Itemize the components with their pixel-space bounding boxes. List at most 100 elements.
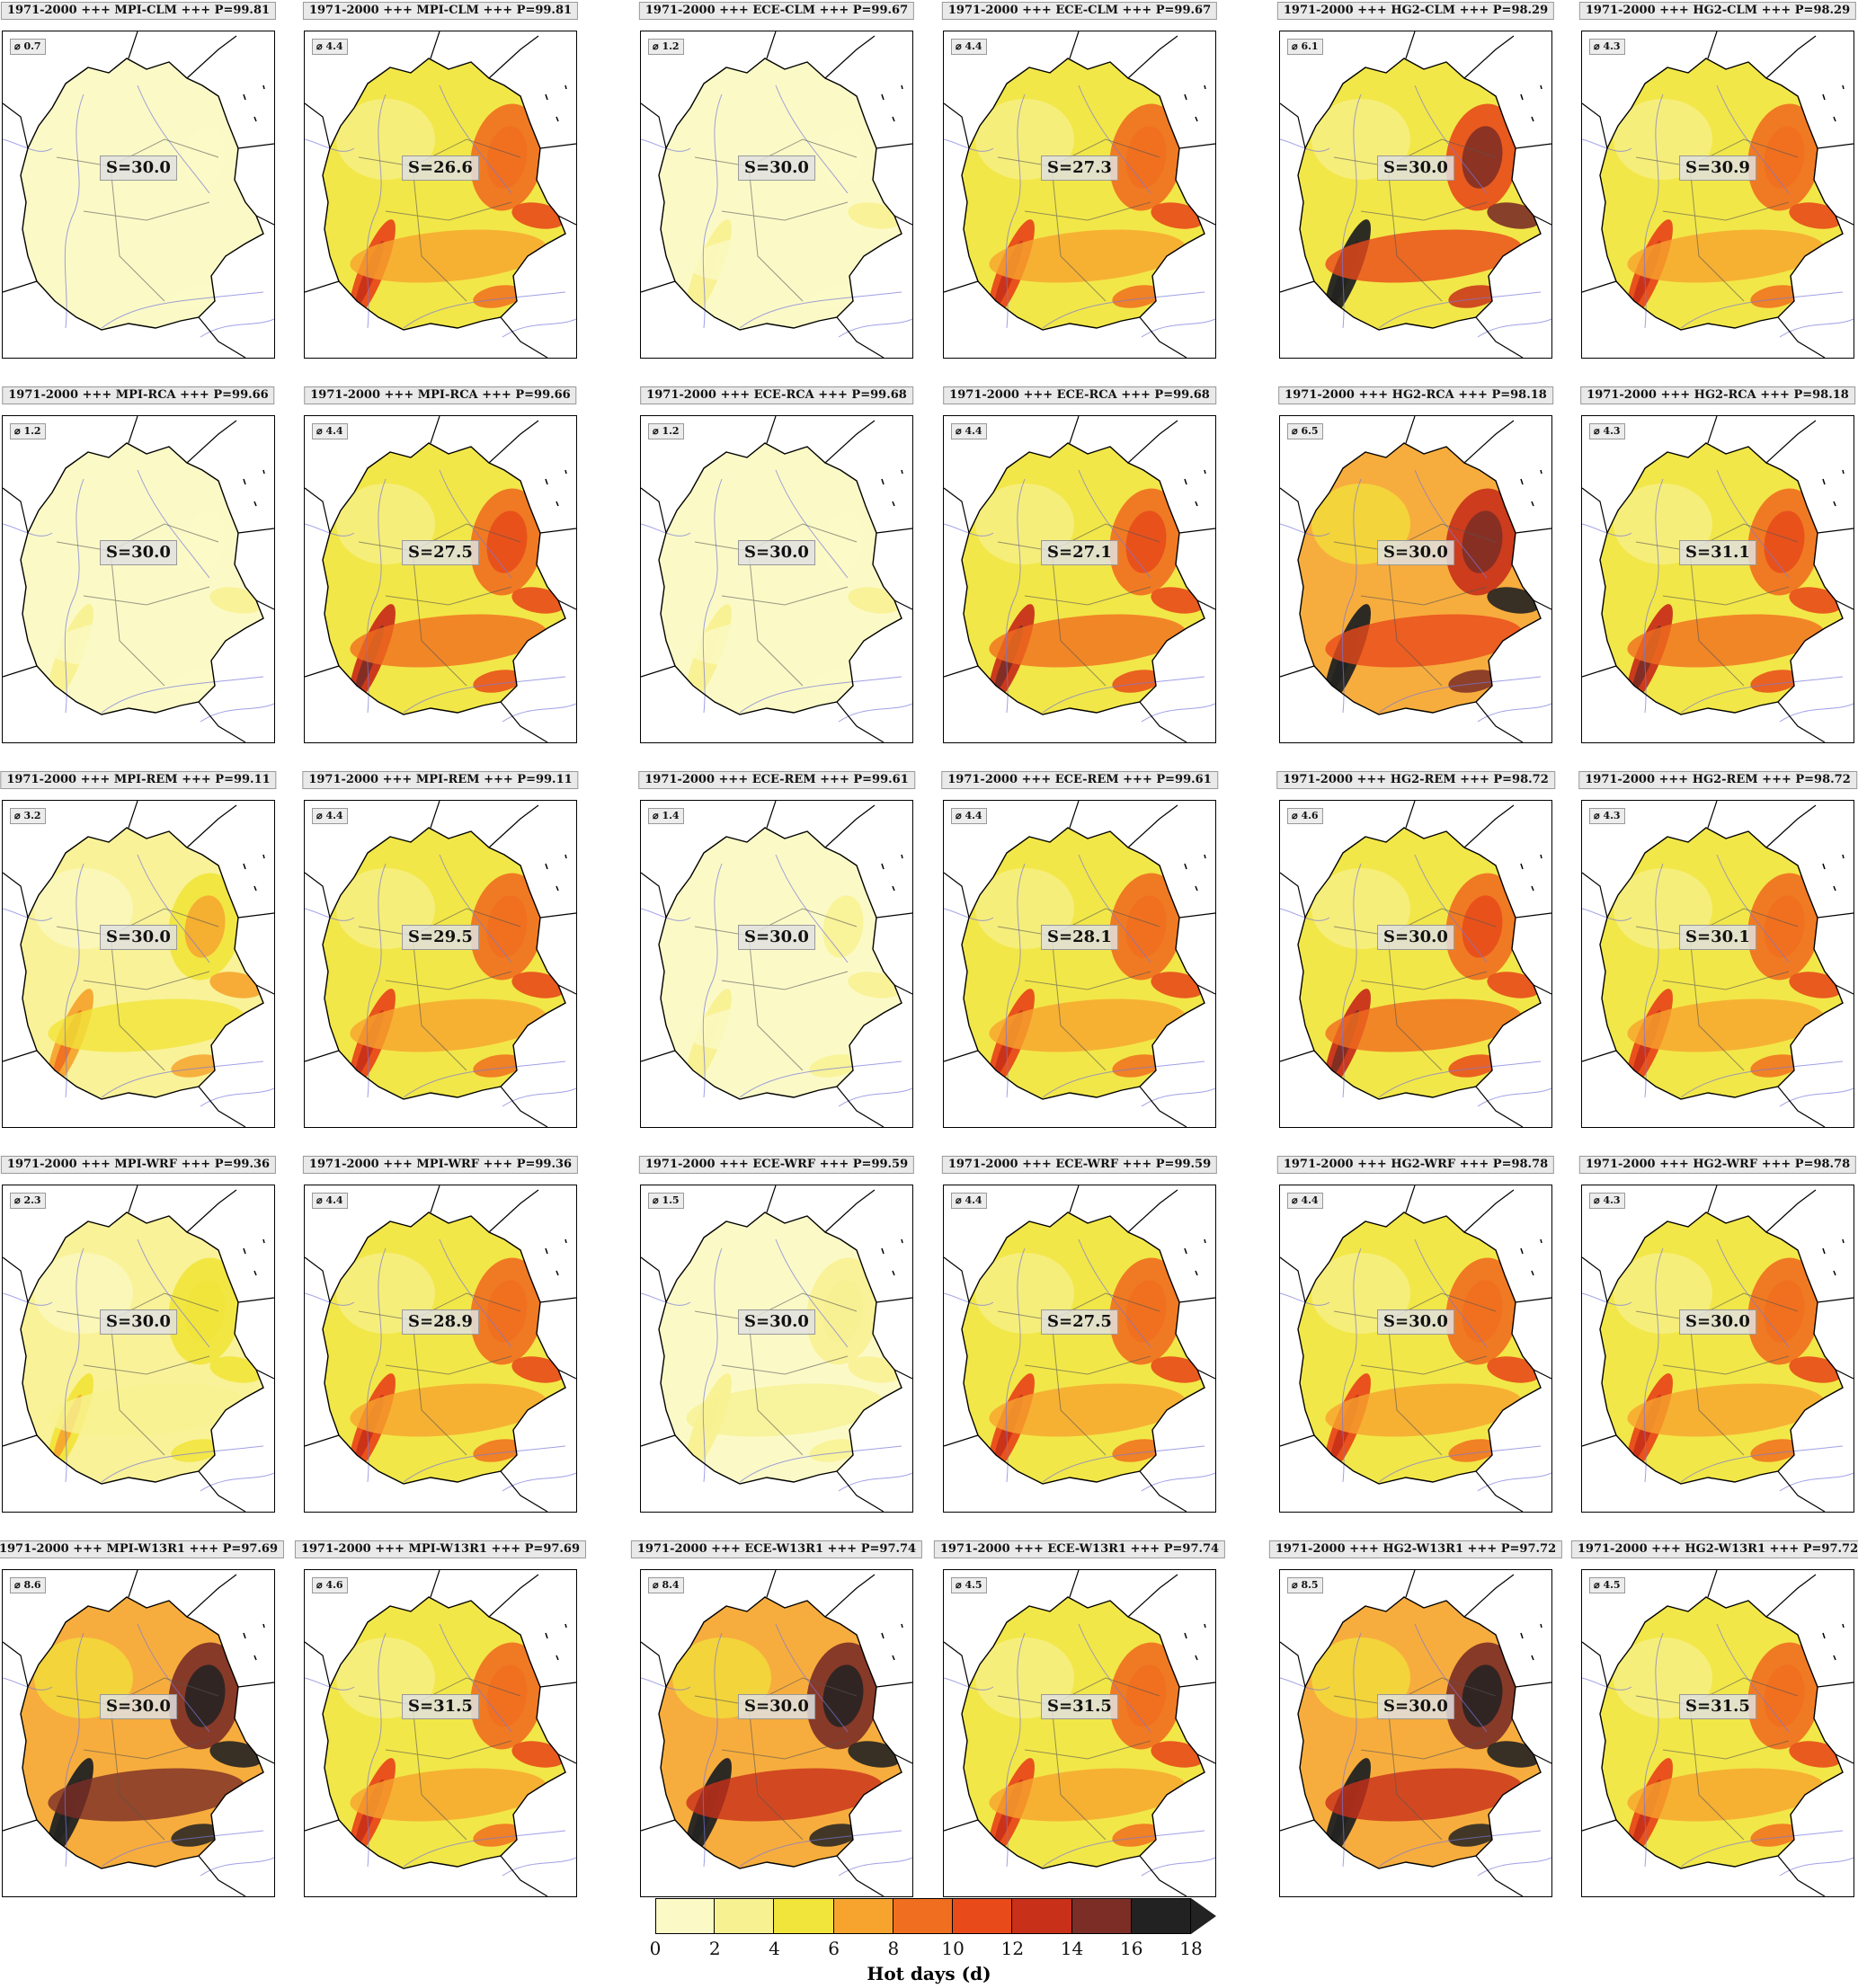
mean-value-badge: ⌀ 6.5 [1287, 423, 1323, 439]
map-panel: 1971-2000 +++ ECE-RCA +++ P=99.68 ⌀ 1.2 S=… [640, 386, 913, 743]
mean-value-badge: ⌀ 8.5 [1287, 1577, 1323, 1593]
hot-days-map: ⌀ 4.6 S=30.0 [1279, 800, 1552, 1128]
colorbar-bin [715, 1898, 775, 1934]
colorbar-bin [1071, 1898, 1132, 1934]
hot-days-map: ⌀ 4.3 S=30.1 [1581, 800, 1854, 1128]
panel-title: 1971-2000 +++ ECE-WRF +++ P=99.59 [638, 1156, 915, 1174]
panel-title: 1971-2000 +++ MPI-CLM +++ P=99.81 [302, 2, 579, 20]
score-label: S=30.0 [100, 540, 177, 566]
hot-days-map: ⌀ 4.5 S=31.5 [943, 1569, 1216, 1897]
panel-title: 1971-2000 +++ MPI-REM +++ P=99.11 [302, 771, 579, 789]
map-panel: 1971-2000 +++ ECE-CLM +++ P=99.67 ⌀ 4.4 S=… [941, 2, 1218, 359]
panel-title: 1971-2000 +++ MPI-RCA +++ P=99.66 [2, 386, 275, 404]
colorbar-tick-label: 6 [828, 1938, 840, 1959]
panel-title: 1971-2000 +++ ECE-REM +++ P=99.61 [941, 771, 1218, 789]
mean-value-badge: ⌀ 4.6 [1287, 808, 1323, 824]
score-label: S=31.5 [402, 1694, 479, 1720]
map-panel: 1971-2000 +++ ECE-W13R1 +++ P=97.74 ⌀ 4.5… [933, 1540, 1226, 1897]
colorbar-tick-label: 0 [649, 1938, 662, 1959]
colorbar-bin [655, 1898, 716, 1934]
hot-days-map: ⌀ 1.5 S=30.0 [640, 1185, 913, 1513]
map-panel: 1971-2000 +++ ECE-REM +++ P=99.61 ⌀ 4.4 S=… [941, 771, 1218, 1128]
score-label: S=27.5 [402, 540, 479, 566]
map-panel: 1971-2000 +++ HG2-WRF +++ P=98.78 ⌀ 4.3 S=… [1578, 1156, 1857, 1513]
hot-days-map: ⌀ 8.5 S=30.0 [1279, 1569, 1552, 1897]
mean-value-badge: ⌀ 1.5 [648, 1193, 684, 1209]
mean-value-badge: ⌀ 4.4 [312, 423, 348, 439]
panel-title: 1971-2000 +++ HG2-CLM +++ P=98.29 [1578, 2, 1857, 20]
score-label: S=27.1 [1041, 540, 1118, 566]
mean-value-badge: ⌀ 0.7 [10, 39, 46, 55]
score-label: S=30.0 [1377, 925, 1454, 951]
hot-days-map: ⌀ 2.3 S=30.0 [2, 1185, 275, 1513]
mean-value-badge: ⌀ 1.2 [648, 39, 684, 55]
colorbar-extend-arrow [1191, 1898, 1216, 1934]
map-panel: 1971-2000 +++ ECE-REM +++ P=99.61 ⌀ 1.4 S=… [638, 771, 915, 1128]
panel-title: 1971-2000 +++ ECE-W13R1 +++ P=97.74 [630, 1540, 923, 1558]
panel-title: 1971-2000 +++ ECE-CLM +++ P=99.67 [941, 2, 1218, 20]
panel-title: 1971-2000 +++ MPI-W13R1 +++ P=97.69 [294, 1540, 587, 1558]
map-panel: 1971-2000 +++ HG2-WRF +++ P=98.78 ⌀ 4.4 S=… [1276, 1156, 1555, 1513]
panel-title: 1971-2000 +++ HG2-CLM +++ P=98.29 [1276, 2, 1555, 20]
mean-value-badge: ⌀ 4.4 [951, 1193, 987, 1209]
score-label: S=30.0 [738, 540, 815, 566]
panel-title: 1971-2000 +++ ECE-CLM +++ P=99.67 [638, 2, 915, 20]
panel-title: 1971-2000 +++ ECE-RCA +++ P=99.68 [943, 386, 1216, 404]
mean-value-badge: ⌀ 2.3 [10, 1193, 46, 1209]
colorbar-tick-label: 12 [1000, 1938, 1025, 1959]
hot-days-map: ⌀ 4.4 S=29.5 [304, 800, 577, 1128]
map-panel: 1971-2000 +++ MPI-W13R1 +++ P=97.69 ⌀ 4.6… [294, 1540, 587, 1897]
panel-title: 1971-2000 +++ HG2-REM +++ P=98.72 [1276, 771, 1555, 789]
map-panel: 1971-2000 +++ MPI-REM +++ P=99.11 ⌀ 3.2 S=… [0, 771, 277, 1128]
hot-days-map: ⌀ 4.4 S=27.3 [943, 31, 1216, 359]
map-panel: 1971-2000 +++ ECE-WRF +++ P=99.59 ⌀ 1.5 S=… [638, 1156, 915, 1513]
panel-title: 1971-2000 +++ HG2-RCA +++ P=98.18 [1580, 386, 1855, 404]
mean-value-badge: ⌀ 4.6 [312, 1577, 348, 1593]
map-panel: 1971-2000 +++ MPI-RCA +++ P=99.66 ⌀ 4.4 S=… [304, 386, 577, 743]
colorbar-bin [1012, 1898, 1072, 1934]
score-label: S=31.5 [1041, 1694, 1118, 1720]
panel-title: 1971-2000 +++ ECE-WRF +++ P=99.59 [941, 1156, 1218, 1174]
mean-value-badge: ⌀ 4.4 [951, 808, 987, 824]
hot-days-map: ⌀ 8.6 S=30.0 [2, 1569, 275, 1897]
colorbar-tick-label: 2 [708, 1938, 721, 1959]
map-panel: 1971-2000 +++ ECE-RCA +++ P=99.68 ⌀ 4.4 S=… [943, 386, 1216, 743]
panel-title: 1971-2000 +++ HG2-REM +++ P=98.72 [1578, 771, 1857, 789]
hot-days-map: ⌀ 4.4 S=30.0 [1279, 1185, 1552, 1513]
colorbar-bin [893, 1898, 954, 1934]
colorbar-tick-label: 4 [769, 1938, 780, 1959]
mean-value-badge: ⌀ 8.4 [648, 1577, 684, 1593]
panel-title: 1971-2000 +++ MPI-W13R1 +++ P=97.69 [0, 1540, 285, 1558]
score-label: S=30.1 [1679, 925, 1756, 951]
colorbar-bin [1131, 1898, 1191, 1934]
hot-days-map: ⌀ 1.4 S=30.0 [640, 800, 913, 1128]
hot-days-map: ⌀ 3.2 S=30.0 [2, 800, 275, 1128]
hot-days-map: ⌀ 4.3 S=30.9 [1581, 31, 1854, 359]
mean-value-badge: ⌀ 1.2 [10, 423, 46, 439]
colorbar-bin [774, 1898, 834, 1934]
hot-days-map: ⌀ 1.2 S=30.0 [640, 31, 913, 359]
hot-days-map: ⌀ 6.1 S=30.0 [1279, 31, 1552, 359]
score-label: S=30.0 [1377, 1694, 1454, 1720]
colorbar-frame [655, 1898, 1191, 1934]
hot-days-map: ⌀ 4.4 S=28.9 [304, 1185, 577, 1513]
mean-value-badge: ⌀ 8.6 [10, 1577, 46, 1593]
score-label: S=30.0 [1377, 540, 1454, 566]
mean-value-badge: ⌀ 6.1 [1287, 39, 1323, 55]
panel-title: 1971-2000 +++ MPI-CLM +++ P=99.81 [0, 2, 277, 20]
map-panel: 1971-2000 +++ ECE-W13R1 +++ P=97.74 ⌀ 8.4… [630, 1540, 923, 1897]
panel-title: 1971-2000 +++ ECE-W13R1 +++ P=97.74 [933, 1540, 1226, 1558]
colorbar-bin [833, 1898, 893, 1934]
score-label: S=30.0 [1377, 1309, 1454, 1336]
score-label: S=28.9 [402, 1309, 479, 1336]
map-panel: 1971-2000 +++ HG2-W13R1 +++ P=97.72 ⌀ 8.5… [1268, 1540, 1563, 1897]
panel-title: 1971-2000 +++ MPI-WRF +++ P=99.36 [302, 1156, 579, 1174]
score-label: S=28.1 [1041, 925, 1118, 951]
score-label: S=30.0 [738, 925, 815, 951]
panel-title: 1971-2000 +++ HG2-W13R1 +++ P=97.72 [1268, 1540, 1563, 1558]
map-panel: 1971-2000 +++ HG2-CLM +++ P=98.29 ⌀ 4.3 S=… [1578, 2, 1857, 359]
hot-days-map: ⌀ 1.2 S=30.0 [2, 415, 275, 743]
colorbar [655, 1898, 1191, 1934]
mean-value-badge: ⌀ 4.4 [312, 39, 348, 55]
score-label: S=30.0 [100, 1694, 177, 1720]
